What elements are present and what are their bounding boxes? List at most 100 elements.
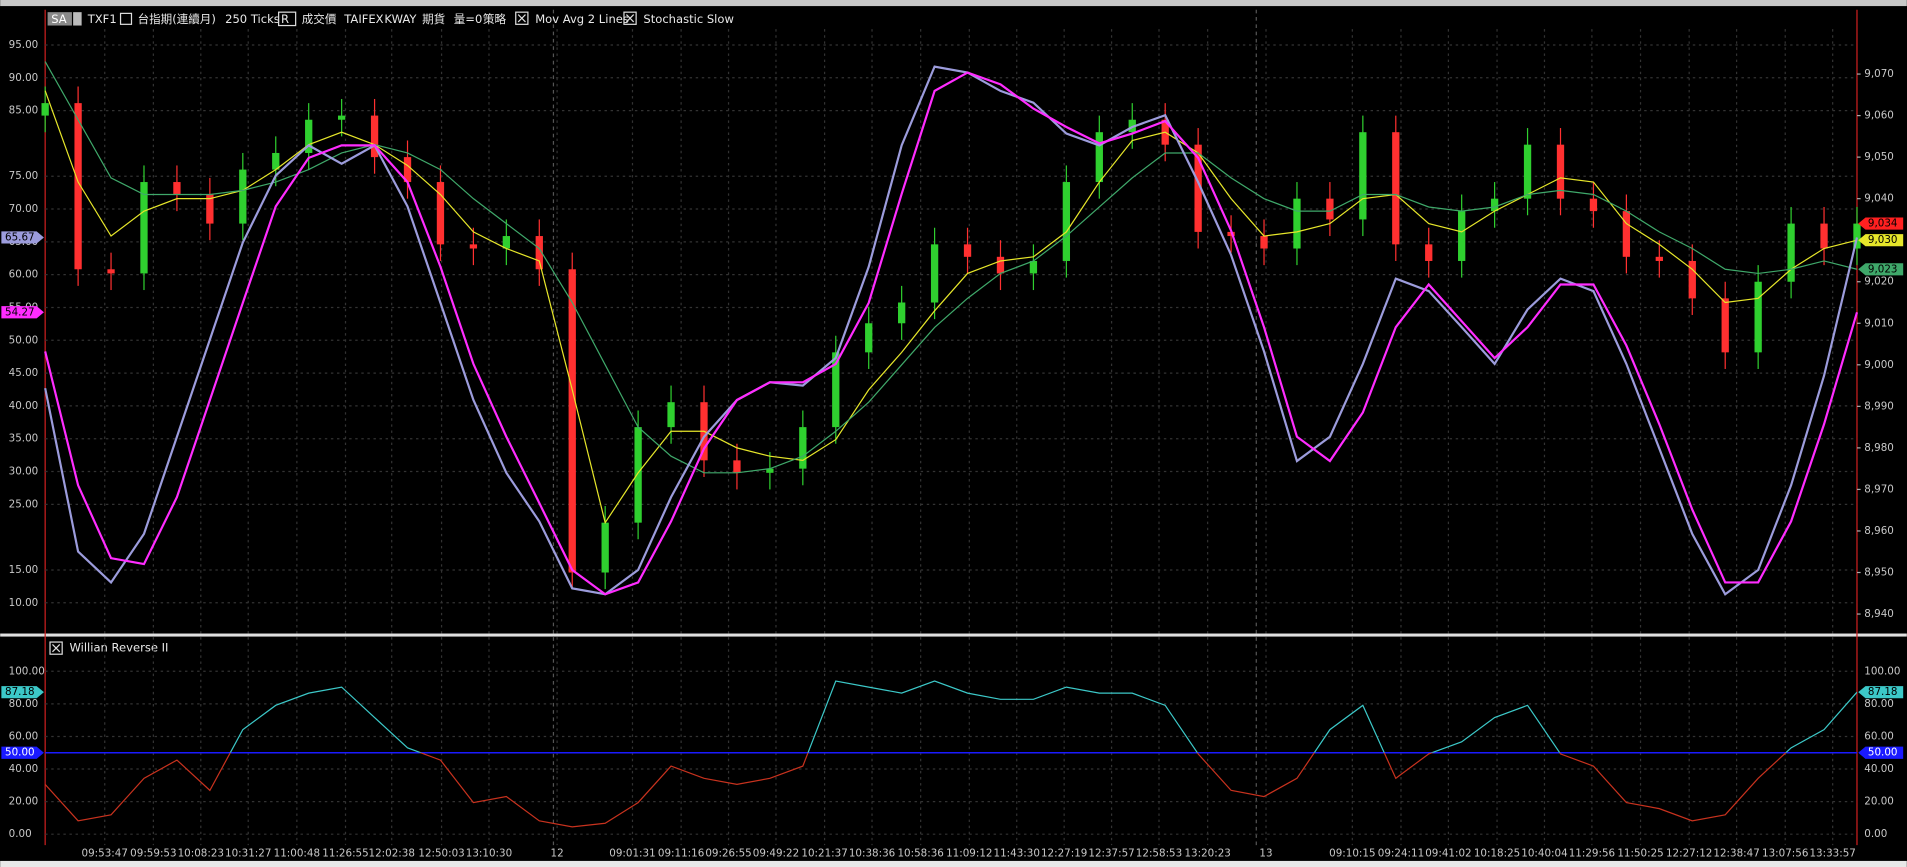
- y-tick-label: 0.00: [9, 828, 32, 840]
- value-tag: 87.18: [1868, 686, 1898, 698]
- candle-body: [930, 244, 939, 303]
- time-label: 13:07:56: [1762, 848, 1808, 860]
- time-label: 12:37:57: [1088, 848, 1134, 860]
- study-close[interactable]: [623, 11, 637, 25]
- time-label: 12:02:38: [369, 848, 415, 860]
- time-label: 13:33:57: [1809, 848, 1855, 860]
- candle-body: [1260, 236, 1268, 249]
- value-tag: 9,023: [1868, 263, 1898, 275]
- candle-body: [41, 103, 49, 116]
- time-label: 09:41:02: [1425, 848, 1471, 860]
- market: 期貨: [422, 12, 445, 26]
- strategy: 策略: [483, 12, 507, 26]
- value-tag: 65.67: [5, 231, 35, 243]
- r-box[interactable]: [278, 11, 297, 27]
- y2-tick-label: 8,980: [1864, 442, 1894, 454]
- icon-box[interactable]: [119, 12, 133, 25]
- y2-tick-label: 8,990: [1864, 400, 1894, 412]
- time-label: 12:27:12: [1666, 848, 1712, 860]
- y2-tick-label: 9,040: [1864, 193, 1894, 205]
- symbol-box[interactable]: [47, 12, 72, 26]
- candle-body: [1787, 223, 1795, 282]
- candle-body: [832, 352, 840, 428]
- value-tag-bg: [1, 231, 44, 244]
- time-label: 09:24:11: [1378, 848, 1424, 860]
- time-label: 11:00:48: [274, 848, 320, 860]
- y-tick-label-right: 0.00: [1864, 828, 1887, 840]
- time-label: 09:11:16: [658, 848, 704, 860]
- r-box-text[interactable]: R: [281, 12, 289, 26]
- y-tick-label-right: 100.00: [1864, 665, 1900, 677]
- symbol-box-text[interactable]: SA: [51, 12, 67, 26]
- value-tag-bg: [1858, 234, 1904, 247]
- reference-tag: 50.00: [1868, 747, 1898, 759]
- candle-body: [1853, 223, 1861, 249]
- time-label: 13: [1259, 848, 1272, 860]
- time-label: 11:43:30: [994, 848, 1040, 860]
- exchange: TAIFEX: [343, 12, 383, 26]
- study-name: Mov Avg 2 Lines: [535, 12, 629, 26]
- candle-body: [305, 119, 313, 153]
- dropdown[interactable]: [73, 12, 82, 26]
- time-label: 13:10:30: [466, 848, 512, 860]
- candle-body: [206, 194, 214, 224]
- candle-body: [1523, 144, 1532, 199]
- y-tick-label: 10.00: [9, 597, 39, 609]
- candle-body: [1194, 144, 1202, 232]
- y2-tick-label: 9,050: [1864, 151, 1894, 163]
- value-tag: 54.27: [5, 306, 35, 318]
- y2-tick-label: 9,020: [1864, 276, 1894, 288]
- candle-body: [173, 182, 181, 195]
- value-tag: 9,034: [1868, 218, 1898, 230]
- time-label: 09:26:55: [705, 848, 751, 860]
- candle-body: [898, 302, 906, 324]
- y2-tick-label: 8,950: [1864, 567, 1894, 579]
- value-tag-bg: [1, 306, 44, 319]
- candle-body: [1392, 132, 1400, 245]
- candle-body: [370, 115, 379, 158]
- candle-body: [1095, 132, 1103, 183]
- y-tick-label: 80.00: [9, 698, 39, 710]
- y-tick-label-right: 20.00: [1864, 796, 1894, 808]
- study-close[interactable]: [515, 11, 529, 25]
- value-tag-bg: [1858, 263, 1904, 276]
- y-tick-label: 60.00: [9, 730, 39, 742]
- study-close[interactable]: [49, 641, 63, 655]
- reference-tag: 50.00: [5, 747, 35, 759]
- candle-body: [963, 244, 972, 257]
- time-label: 10:31:27: [225, 848, 271, 860]
- time-label: 09:10:15: [1329, 848, 1375, 860]
- y-tick-label-right: 60.00: [1864, 730, 1894, 742]
- y-tick-label: 40.00: [9, 400, 39, 412]
- y-tick-label: 45.00: [9, 367, 39, 379]
- window-bottom: [0, 860, 1907, 867]
- y-tick-label: 15.00: [9, 564, 39, 576]
- candle-body: [140, 182, 148, 274]
- candle-body: [1326, 198, 1334, 220]
- symbol: TXF1: [87, 12, 117, 26]
- value-tag-bg: [1858, 686, 1904, 699]
- time-label: 13:20:23: [1184, 848, 1230, 860]
- time-label: 12:50:03: [418, 848, 464, 860]
- candle-body: [799, 427, 807, 469]
- candle-body: [1655, 256, 1663, 261]
- value-tag-bg: [1858, 746, 1904, 759]
- time-label: 10:18:25: [1474, 848, 1520, 860]
- indicator-line: [44, 71, 1859, 596]
- candle-body: [1556, 144, 1565, 199]
- candle-body: [1062, 182, 1071, 261]
- time-label: 11:29:56: [1569, 848, 1615, 860]
- y-tick-label-right: 80.00: [1864, 698, 1894, 710]
- candle-body: [634, 427, 642, 523]
- time-label: 10:40:04: [1521, 848, 1567, 860]
- volume: 量=0: [454, 12, 483, 26]
- time-label: 12:27:19: [1041, 848, 1087, 860]
- candle-body: [601, 522, 609, 573]
- y-tick-label-right: 40.00: [1864, 763, 1894, 775]
- price-field: 成交價: [302, 12, 337, 26]
- source: KWAY: [384, 12, 417, 26]
- candle-body: [568, 269, 576, 573]
- time-label: 09:59:53: [130, 848, 176, 860]
